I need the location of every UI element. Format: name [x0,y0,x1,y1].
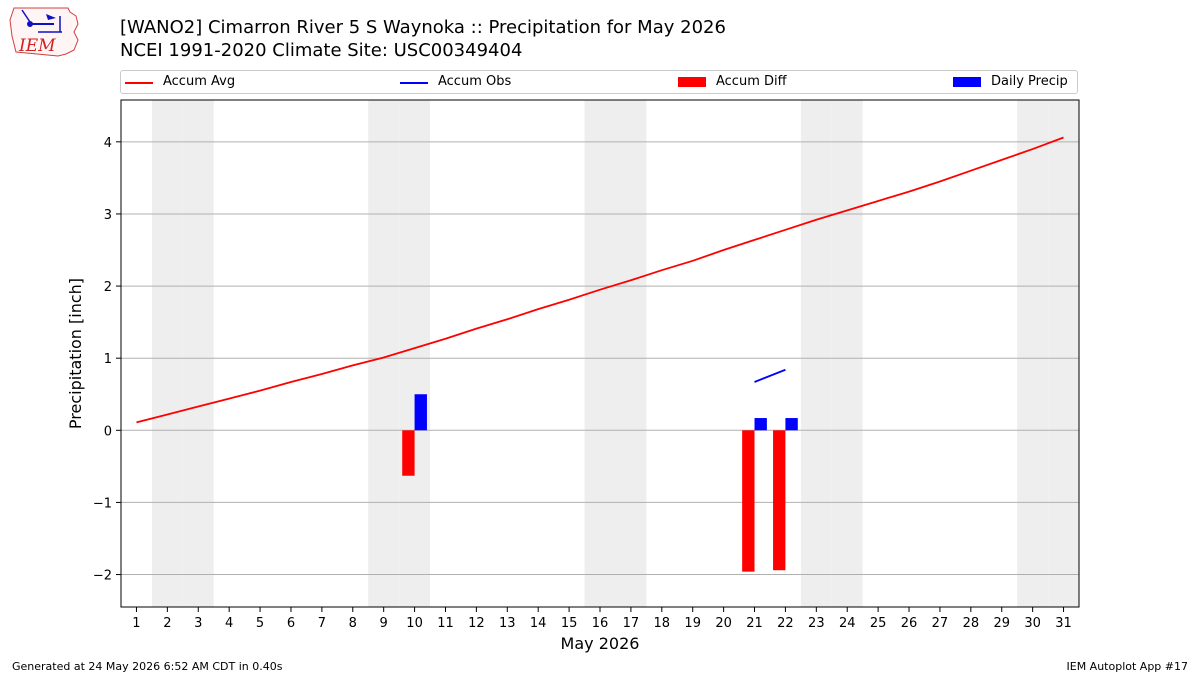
weekend-band-day-2 [151,100,183,607]
weekend-band-day-24 [831,100,863,607]
x-tick-label-25: 25 [870,616,887,631]
legend-label-daily-precip: Daily Precip [991,74,1068,89]
x-tick-label-10: 10 [406,616,423,631]
weekend-band-day-10 [399,100,431,607]
weekend-band-day-23 [800,100,832,607]
weekend-band-day-16 [584,100,616,607]
x-tick-label-4: 4 [225,616,233,631]
accum-diff-bar-day-10 [402,430,415,476]
x-tick-label-18: 18 [654,616,671,631]
weekend-bands [151,100,1079,607]
x-tick-label-22: 22 [777,616,794,631]
y-tick-label-0: 0 [104,424,112,439]
x-tick-label-1: 1 [132,616,140,631]
x-tick-label-28: 28 [963,616,980,631]
x-tick-label-11: 11 [437,616,454,631]
y-tick-label-3: 3 [104,208,112,223]
x-tick-label-3: 3 [194,616,202,631]
legend-label-accum-obs: Accum Obs [438,74,512,89]
x-axis-ticks: 1 2 3 4 5 6 7 8 9 10 11 12 13 14 15 16 17 18 19 20 21 22 23 24 2… [132,607,1072,631]
accum-diff-bar-day-21 [742,430,755,572]
weekend-band-day-31 [1048,100,1079,607]
accum-diff-bar-day-22 [773,430,786,571]
bar-series [402,394,798,572]
y-gridlines [121,141,1079,576]
x-tick-label-6: 6 [287,616,295,631]
legend-swatch-accum-obs [400,82,428,84]
x-tick-label-31: 31 [1055,616,1072,631]
y-tick-label-4: 4 [104,136,112,151]
line-series [136,136,1064,424]
weekend-band-day-3 [182,100,214,607]
legend-swatch-accum-diff [678,77,706,87]
x-tick-label-24: 24 [839,616,856,631]
legend-swatch-daily-precip [953,77,981,87]
legend-label-accum-diff: Accum Diff [716,74,787,89]
daily-precip-bar-day-22 [785,418,798,431]
accum-avg-line [136,136,1064,424]
x-tick-label-17: 17 [623,616,640,631]
x-tick-label-14: 14 [530,616,547,631]
iem-logo: IEM [8,6,80,58]
daily-precip-bar-day-21 [754,418,767,431]
x-tick-label-23: 23 [808,616,825,631]
accum-obs-line [754,368,786,383]
weekend-band-day-17 [615,100,647,607]
footer-app-label: IEM Autoplot App #17 [1066,660,1189,673]
x-tick-label-2: 2 [163,616,171,631]
daily-precip-bar-day-10 [414,394,427,431]
x-tick-label-9: 9 [380,616,388,631]
y-tick-label--1: −1 [93,496,112,511]
x-tick-label-27: 27 [932,616,949,631]
chart-title: [WANO2] Cimarron River 5 S Waynoka :: Pr… [120,17,726,38]
svg-text:IEM: IEM [18,36,56,56]
x-tick-label-16: 16 [592,616,609,631]
x-tick-label-30: 30 [1024,616,1041,631]
x-tick-label-5: 5 [256,616,264,631]
x-axis-label: May 2026 [561,634,640,653]
x-tick-label-29: 29 [993,616,1010,631]
x-tick-label-19: 19 [684,616,701,631]
legend: Accum Avg Accum Obs Accum Diff Daily Pre… [120,70,1078,94]
y-tick-label--2: −2 [93,569,112,584]
y-tick-label-2: 2 [104,280,112,295]
weekend-band-day-30 [1017,100,1049,607]
y-axis-ticks: −2 −1 0 1 2 3 4 [93,136,121,584]
y-tick-label-1: 1 [104,352,112,367]
x-tick-label-26: 26 [901,616,918,631]
chart-subtitle: NCEI 1991-2020 Climate Site: USC00349404 [120,40,523,61]
x-tick-label-13: 13 [499,616,516,631]
x-tick-label-21: 21 [746,616,763,631]
x-tick-label-8: 8 [349,616,357,631]
footer-generated-text: Generated at 24 May 2026 6:52 AM CDT in … [12,660,283,673]
x-tick-label-7: 7 [318,616,326,631]
x-tick-label-15: 15 [561,616,578,631]
legend-swatch-accum-avg [125,82,153,84]
legend-label-accum-avg: Accum Avg [163,74,236,89]
x-tick-label-20: 20 [715,616,732,631]
x-tick-label-12: 12 [468,616,485,631]
y-axis-label: Precipitation [inch] [66,278,85,429]
